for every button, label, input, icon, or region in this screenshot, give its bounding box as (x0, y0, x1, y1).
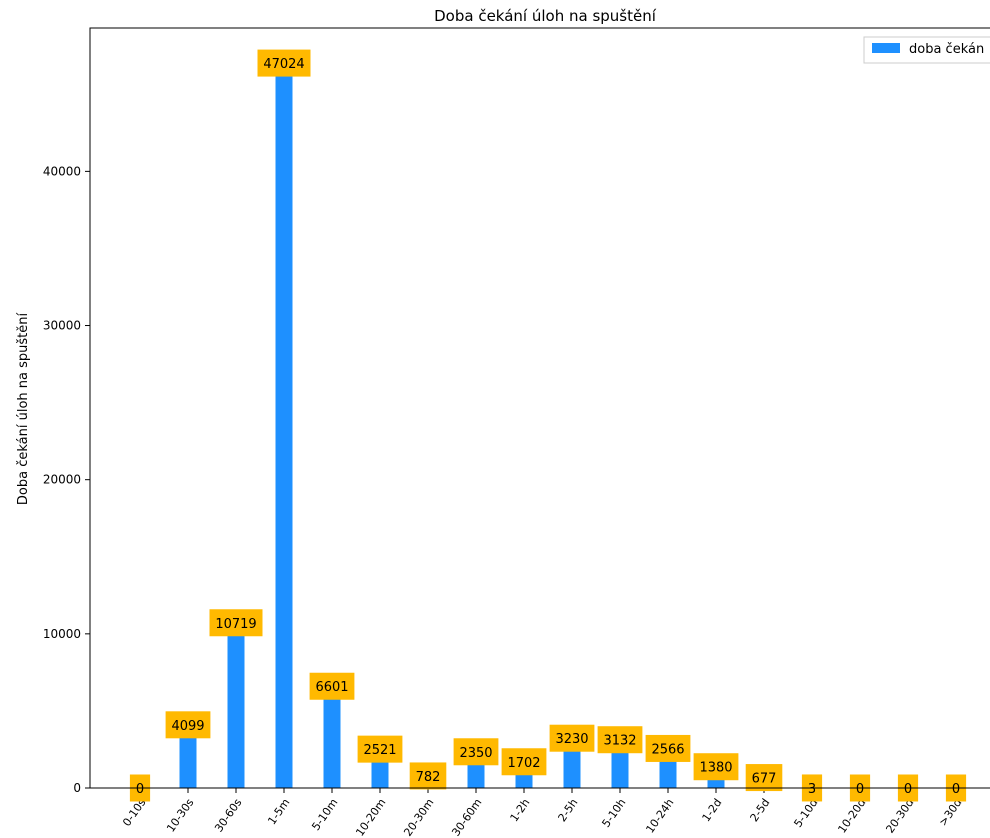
y-tick-label: 40000 (43, 164, 81, 178)
legend: doba čekán (863, 36, 990, 64)
data-label: 6601 (315, 680, 348, 695)
data-label-box (745, 764, 783, 792)
data-label-box (409, 762, 447, 790)
y-tick-label: 20000 (43, 473, 81, 487)
data-label: 1380 (699, 761, 732, 776)
x-tick-label: 10-24h (643, 796, 676, 835)
data-label: 0 (904, 782, 912, 797)
x-tick-label: 1-2h (507, 796, 532, 824)
data-label: 0 (856, 782, 864, 797)
x-tick-label: 5-10m (309, 796, 340, 833)
plot-frame (89, 27, 990, 789)
data-label: 2566 (651, 742, 684, 757)
data-label: 3230 (555, 732, 588, 747)
data-label-box (645, 734, 691, 762)
data-label: 782 (416, 770, 441, 785)
data-label: 3132 (603, 734, 636, 749)
data-label-box (597, 726, 643, 754)
legend-label: doba čekán (909, 42, 984, 57)
data-label: 2521 (363, 743, 396, 758)
y-axis-label: Doba čekání úloh na spuštění (16, 313, 31, 506)
data-label-box (209, 609, 263, 637)
chart-title: Doba čekání úloh na spuštění (434, 7, 657, 25)
data-label-box (693, 753, 739, 781)
x-tick-label: 5-10h (599, 796, 628, 830)
bar (275, 63, 293, 788)
x-tick-label: 2-5h (555, 796, 580, 824)
data-label: 1702 (507, 756, 540, 771)
data-label: 3 (808, 782, 816, 797)
x-tick-label: 1-5m (265, 796, 292, 827)
x-tick-label: 20-30m (401, 796, 436, 838)
data-label-box (309, 672, 355, 700)
data-label: 677 (752, 772, 777, 787)
legend-swatch (872, 43, 900, 53)
y-tick-label: 0 (73, 781, 81, 795)
data-label-box (357, 735, 403, 763)
bar (227, 622, 245, 788)
data-label: 47024 (263, 57, 304, 72)
data-label-box (453, 738, 499, 766)
data-label: 0 (952, 782, 960, 797)
data-label: 10719 (215, 617, 256, 632)
y-tick-label: 30000 (43, 319, 81, 333)
y-axis-ticks: 0 10000 20000 30000 40000 (43, 164, 90, 795)
x-tick-label: 1-2d (699, 796, 724, 824)
bar (179, 724, 197, 788)
bars (179, 63, 821, 788)
x-tick-label: 10-20m (353, 796, 388, 838)
data-label-box (501, 748, 547, 776)
y-tick-label: 10000 (43, 627, 81, 641)
data-label: 0 (136, 782, 144, 797)
x-tick-label: 10-20d (835, 796, 868, 835)
data-label-box (257, 49, 311, 77)
x-tick-label: 20-30d (883, 796, 916, 835)
x-tick-label: 10-30s (164, 796, 196, 835)
x-axis-ticks: 0-10s 10-30s 30-60s 1-5m 5-10m 10-20m 20-30m 30… (120, 788, 964, 838)
data-label-box (165, 711, 211, 739)
data-label: 2350 (459, 746, 492, 761)
x-tick-label: 2-5d (747, 796, 772, 824)
x-tick-label: 30-60m (449, 796, 484, 838)
data-label-box (549, 724, 595, 752)
x-tick-label: 30-60s (212, 796, 244, 835)
data-label: 4099 (171, 719, 204, 734)
bar (323, 686, 341, 788)
